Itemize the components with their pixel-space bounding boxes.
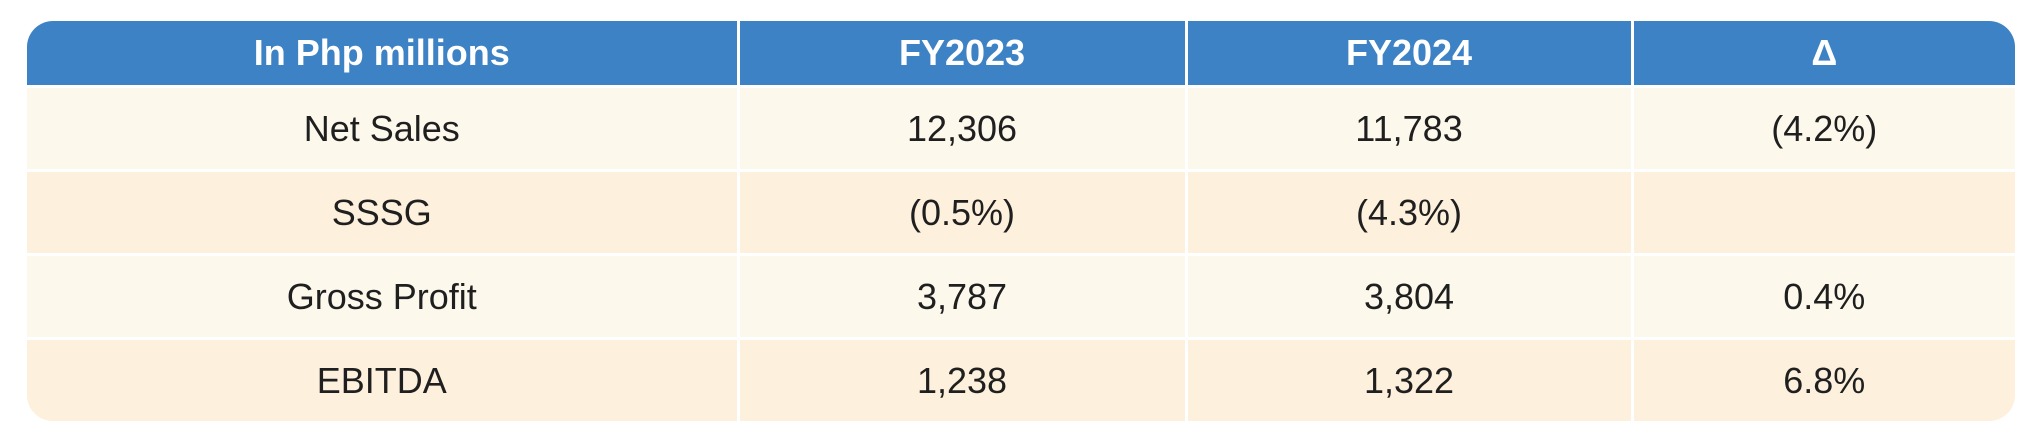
row-label: Gross Profit [27,253,738,339]
row-label: Net Sales [27,85,738,171]
financial-table-container: In Php millions FY2023 FY2024 Δ Net Sale… [27,21,2015,421]
cell-delta: 6.8% [1630,337,2015,421]
financial-summary-table: In Php millions FY2023 FY2024 Δ Net Sale… [27,21,2015,421]
cell-fy2023: 1,238 [736,337,1186,421]
row-label: EBITDA [27,337,738,421]
cell-fy2024: 1,322 [1184,337,1632,421]
cell-fy2023: 3,787 [736,253,1186,339]
cell-fy2024: 11,783 [1184,85,1632,171]
header-delta: Δ [1630,21,2015,87]
table-row-gross-profit: Gross Profit 3,787 3,804 0.4% [27,253,2015,339]
table-row-ebitda: EBITDA 1,238 1,322 6.8% [27,337,2015,421]
row-label: SSSG [27,169,738,255]
cell-delta: 0.4% [1630,253,2015,339]
cell-fy2024: 3,804 [1184,253,1632,339]
cell-delta: (4.2%) [1630,85,2015,171]
header-fy2023: FY2023 [736,21,1186,87]
header-metric: In Php millions [27,21,738,87]
cell-fy2023: 12,306 [736,85,1186,171]
cell-fy2023: (0.5%) [736,169,1186,255]
table-row-sssg: SSSG (0.5%) (4.3%) [27,169,2015,255]
table-row-net-sales: Net Sales 12,306 11,783 (4.2%) [27,85,2015,171]
cell-delta [1630,169,2015,255]
cell-fy2024: (4.3%) [1184,169,1632,255]
header-fy2024: FY2024 [1184,21,1632,87]
header-row: In Php millions FY2023 FY2024 Δ [27,21,2015,87]
